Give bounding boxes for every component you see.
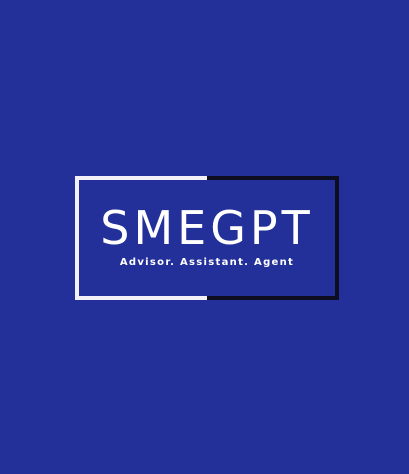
logo-frame-right	[207, 176, 339, 300]
smegpt-logo: SMEGPT Advisor. Assistant. Agent	[75, 176, 339, 300]
brand-tagline: Advisor. Assistant. Agent	[119, 257, 295, 268]
logo-frame-left	[75, 176, 207, 300]
brand-name: SMEGPT	[100, 201, 314, 255]
